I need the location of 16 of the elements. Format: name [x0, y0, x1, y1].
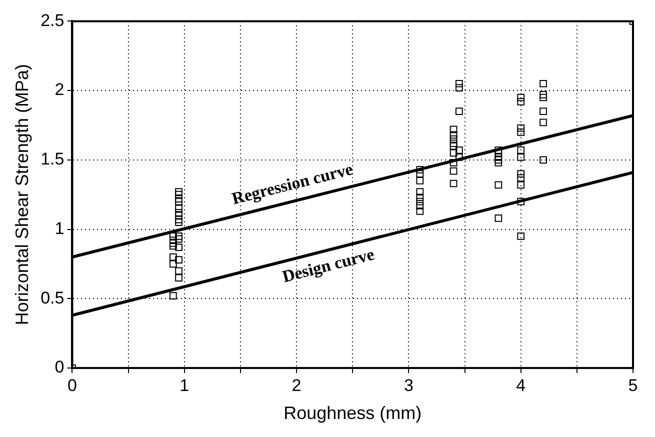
y-tick-label: 1: [54, 218, 64, 238]
x-tick-label: 2: [292, 376, 302, 395]
y-tick-label: 2.5: [40, 10, 64, 30]
x-tick-label: 4: [516, 376, 526, 395]
x-tick-label: 5: [628, 376, 638, 395]
x-tick-label: 1: [180, 376, 190, 395]
x-tick-label: 3: [404, 376, 414, 395]
y-tick-label: 2: [54, 80, 64, 100]
y-tick-label: 0: [54, 358, 64, 377]
x-axis-title: Roughness (mm): [284, 403, 422, 424]
x-tick-label: 0: [68, 376, 77, 395]
annotation: Regression curve: [230, 159, 356, 208]
y-tick-label: 0.5: [40, 288, 64, 308]
y-tick-label: 1.5: [40, 150, 64, 169]
annotation: Design curve: [280, 244, 377, 286]
y-axis-title: Horizontal Shear Strength (MPa): [12, 64, 32, 326]
